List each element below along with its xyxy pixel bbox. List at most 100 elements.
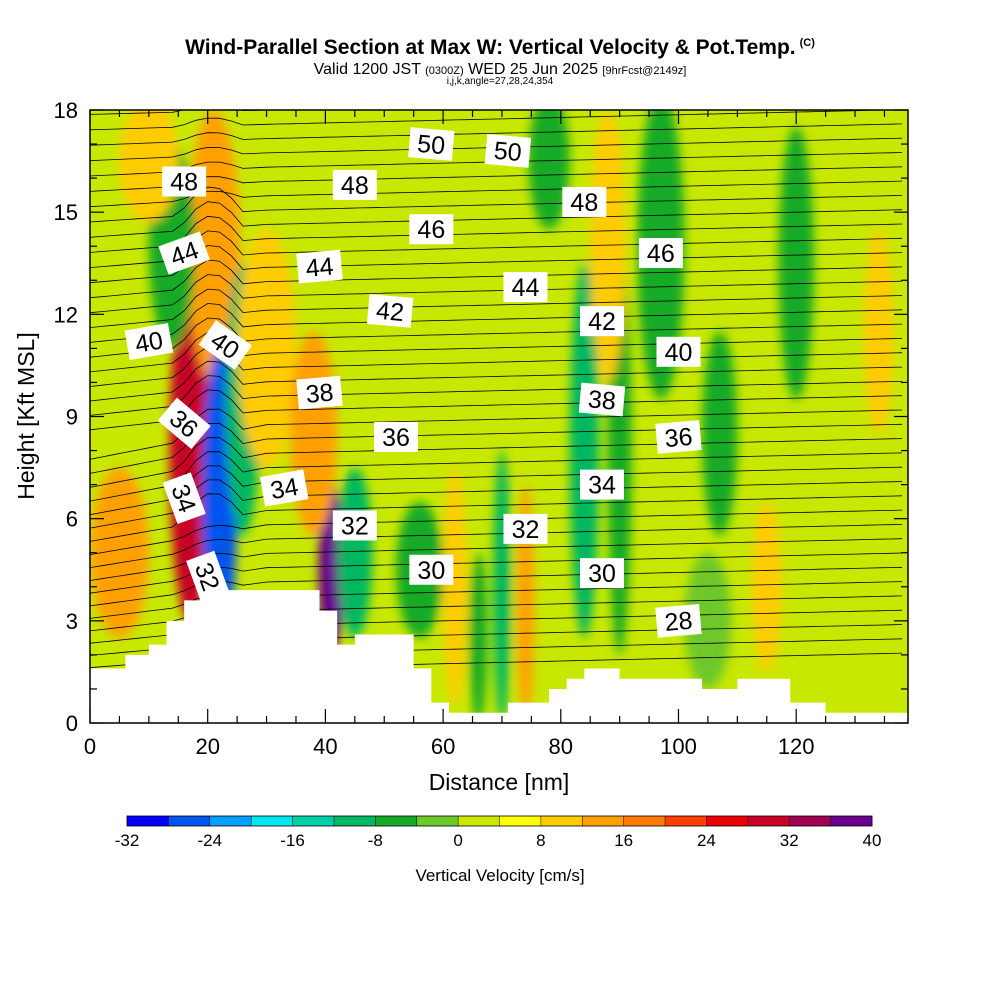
chart-title: Wind-Parallel Section at Max W: Vertical… bbox=[185, 36, 815, 59]
colorbar-swatch bbox=[582, 816, 624, 826]
theta-label: 28 bbox=[655, 603, 702, 638]
colorbar-tick-label: 24 bbox=[697, 831, 716, 850]
theta-label: 50 bbox=[484, 134, 532, 168]
theta-label-text: 46 bbox=[417, 216, 445, 244]
theta-contour-line bbox=[90, 288, 903, 328]
colorbar-swatch bbox=[251, 816, 293, 826]
colorbar-swatch bbox=[416, 816, 459, 826]
colorbar-tick-label: 40 bbox=[863, 831, 882, 850]
y-tick-label: 6 bbox=[66, 507, 78, 532]
colorbar-swatch bbox=[168, 816, 211, 826]
y-tick-label: 9 bbox=[66, 405, 78, 430]
colorbar-swatch bbox=[830, 816, 873, 826]
colorbar-tick-label: -16 bbox=[280, 831, 305, 850]
theta-label-text: 36 bbox=[664, 423, 694, 453]
theta-contour-line bbox=[90, 465, 903, 516]
theta-contour-line bbox=[90, 317, 903, 358]
theta-label: 34 bbox=[259, 469, 309, 507]
theta-label-text: 36 bbox=[382, 424, 410, 452]
theta-label-text: 44 bbox=[512, 274, 540, 302]
x-axis: 0 20 40 60 80 100 120 bbox=[84, 110, 886, 759]
x-tick-label: 100 bbox=[660, 734, 697, 759]
theta-contour-line bbox=[90, 201, 903, 238]
theta-label: 42 bbox=[579, 306, 624, 337]
velocity-cell-5 bbox=[237, 229, 296, 468]
theta-label-text: 44 bbox=[305, 252, 335, 282]
colorbar-tick-label: -32 bbox=[115, 831, 140, 850]
y-tick-label: 12 bbox=[54, 302, 78, 327]
theta-label-text: 48 bbox=[341, 172, 369, 200]
velocity-cell-8 bbox=[337, 467, 373, 638]
theta-label-text: 48 bbox=[170, 169, 198, 197]
theta-label: 46 bbox=[638, 238, 683, 269]
theta-label: 48 bbox=[162, 166, 207, 197]
theta-label: 38 bbox=[578, 382, 626, 417]
velocity-cell-21 bbox=[702, 331, 738, 536]
velocity-cell-10 bbox=[90, 467, 149, 638]
colorbar-swatch bbox=[333, 816, 376, 826]
theta-contour-line bbox=[90, 180, 903, 208]
theta-label: 44 bbox=[503, 272, 548, 303]
y-tick-label: 15 bbox=[54, 200, 78, 225]
colorbar-swatch bbox=[375, 816, 418, 826]
x-tick-label: 60 bbox=[431, 734, 455, 759]
theta-label: 36 bbox=[655, 420, 702, 454]
copyright-mark: (C) bbox=[799, 37, 815, 49]
theta-label-text: 50 bbox=[493, 137, 523, 167]
theta-contour-line bbox=[90, 437, 903, 488]
theta-label: 46 bbox=[409, 214, 454, 245]
y-tick-label: 18 bbox=[54, 98, 78, 123]
theta-contour-line bbox=[90, 123, 903, 146]
theta-label-text: 42 bbox=[588, 308, 616, 336]
theta-label-text: 34 bbox=[268, 473, 300, 505]
terrain-mask bbox=[90, 590, 908, 723]
colorbar-tick-label: -8 bbox=[368, 831, 383, 850]
velocity-cell-23 bbox=[778, 127, 814, 400]
theta-contour-line bbox=[90, 408, 903, 460]
theta-label-text: 48 bbox=[570, 189, 598, 217]
colorbar-label: Vertical Velocity [cm/s] bbox=[415, 866, 584, 885]
velocity-cell-12 bbox=[443, 467, 467, 706]
x-axis-label: Distance [nm] bbox=[429, 769, 570, 795]
theta-contour-line bbox=[90, 360, 903, 402]
colorbar-swatch bbox=[789, 816, 831, 826]
theta-label: 32 bbox=[186, 550, 230, 603]
velocity-cell-26 bbox=[684, 552, 732, 689]
x-tick-label: 20 bbox=[195, 734, 219, 759]
theta-label: 38 bbox=[296, 375, 343, 410]
theta-label-text: 38 bbox=[587, 385, 617, 415]
y-axis: 0 36 9 12 15 18 bbox=[54, 98, 908, 736]
velocity-cell-16 bbox=[569, 263, 600, 638]
colorbar-swatch bbox=[706, 816, 749, 826]
colorbar-swatch bbox=[623, 816, 666, 826]
theta-contour-line bbox=[90, 215, 903, 253]
theta-contour-line bbox=[90, 493, 903, 542]
colorbar-swatch bbox=[127, 816, 169, 826]
y-tick-label: 0 bbox=[66, 711, 78, 736]
theta-label: 48 bbox=[562, 186, 607, 217]
theta-contour-line bbox=[90, 389, 903, 431]
theta-contour-line bbox=[90, 479, 903, 529]
theta-label-text: 30 bbox=[588, 560, 616, 588]
velocity-cell-14 bbox=[493, 450, 511, 723]
velocity-cell-7 bbox=[290, 331, 338, 536]
theta-label: 30 bbox=[579, 558, 624, 589]
theta-label-text: 46 bbox=[647, 240, 675, 268]
theta-contour-line bbox=[90, 166, 903, 192]
colorbar-tick-label: -24 bbox=[197, 831, 222, 850]
theta-contour-line bbox=[90, 186, 903, 223]
theta-label: 30 bbox=[409, 554, 454, 585]
theta-contour-line bbox=[90, 552, 903, 594]
x-tick-label: 40 bbox=[313, 734, 337, 759]
theta-label-text: 38 bbox=[305, 378, 335, 408]
theta-contour-line bbox=[90, 303, 903, 343]
velocity-cell-15 bbox=[516, 484, 535, 723]
theta-contour-line bbox=[90, 538, 903, 581]
theta-label: 34 bbox=[579, 469, 624, 500]
theta-contour-line bbox=[90, 524, 903, 568]
chart-subtitle: Valid 1200 JST (0300Z) WED 25 Jun 2025 [… bbox=[313, 61, 687, 78]
theta-contour-line bbox=[90, 375, 903, 416]
